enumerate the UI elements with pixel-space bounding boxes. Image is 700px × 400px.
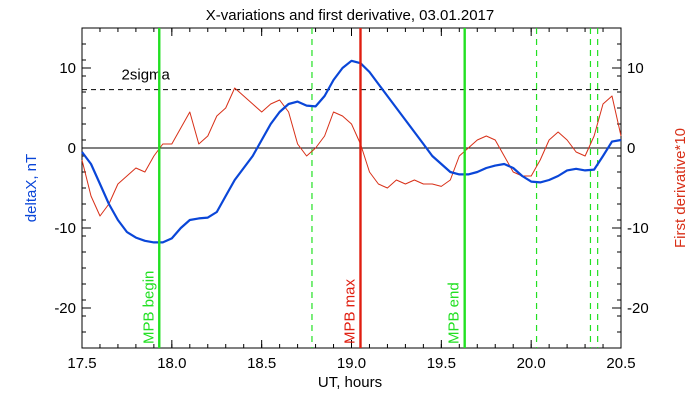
threshold-label: 2sigma — [122, 67, 171, 84]
y-tick-label-right: -10 — [627, 220, 649, 237]
y-tick-label-right: 0 — [627, 140, 635, 157]
x-tick-label: 18.5 — [247, 355, 276, 372]
x-tick-label: 18.0 — [157, 355, 186, 372]
derivative-series-line — [81, 87, 622, 217]
y-tick-label-left: -20 — [54, 300, 76, 317]
y-axis-label-right: First derivative*10 — [672, 128, 689, 248]
marker-label: MPB max — [342, 278, 359, 344]
x-tick-label: 20.5 — [606, 355, 635, 372]
y-tick-label-left: -10 — [54, 220, 76, 237]
x-tick-label: 19.5 — [427, 355, 456, 372]
x-tick-label: 17.5 — [67, 355, 96, 372]
y-tick-label-left: 0 — [68, 140, 76, 157]
y-axis-label-left: deltaX, nT — [23, 154, 40, 222]
x-tick-label: 20.0 — [517, 355, 546, 372]
plot-area: 17.5 18.0 18.5 19.0 19.5 20.0 20.5 -20 -10 0 10 -20… — [54, 27, 649, 372]
y-tick-label-right: 10 — [627, 60, 644, 77]
x-tick-label: 19.0 — [337, 355, 366, 372]
y-tick-label-left: 10 — [59, 60, 76, 77]
marker-label: MPB end — [446, 282, 463, 344]
deltax-series-line — [81, 59, 622, 244]
x-axis-label: UT, hours — [318, 374, 382, 391]
marker-label: MPB begin — [140, 271, 157, 344]
chart-title: X-variations and first derivative, 03.01… — [206, 7, 495, 24]
y-tick-label-right: -20 — [627, 300, 649, 317]
